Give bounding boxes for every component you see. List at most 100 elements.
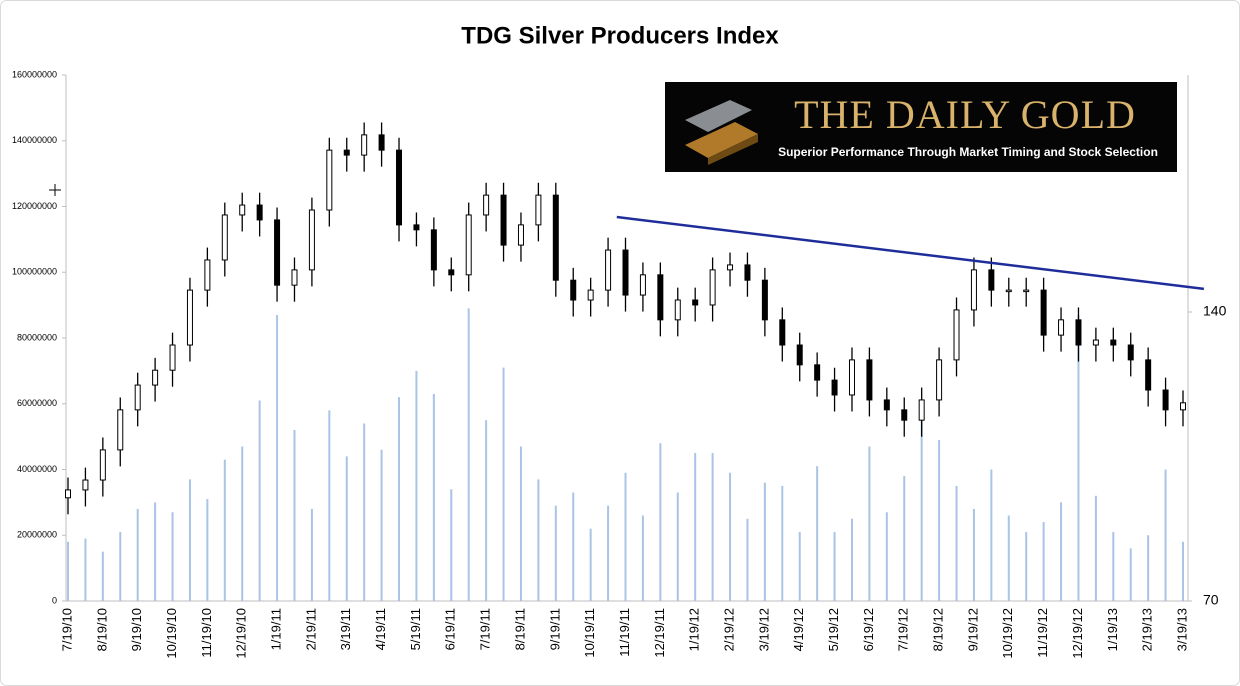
candle-body <box>326 149 333 211</box>
volume-bar <box>1147 535 1150 601</box>
candle-body <box>99 449 106 481</box>
logo-tagline: Superior Performance Through Market Timi… <box>778 145 1158 159</box>
candle-body <box>1092 339 1099 346</box>
candle-body <box>1005 289 1012 293</box>
volume-bar <box>154 502 157 601</box>
volume-bar <box>1077 314 1080 601</box>
y-tick-label: 20000000 <box>17 530 57 540</box>
volume-bar <box>258 400 261 601</box>
volume-bar <box>101 551 104 601</box>
volume-bar <box>554 505 557 601</box>
volume-bar <box>485 420 488 601</box>
candle-body <box>221 214 228 261</box>
candle-body <box>308 209 315 271</box>
x-tick-label: 10/19/12 <box>1000 608 1015 659</box>
volume-bar <box>206 499 209 601</box>
candle-body <box>1127 344 1134 361</box>
volume-bar <box>746 518 749 601</box>
volume-bar <box>415 370 418 601</box>
volume-bar <box>467 308 470 601</box>
volume-bar <box>1164 469 1167 601</box>
volume-bar <box>1182 541 1184 601</box>
volume-bar <box>885 512 888 601</box>
candle-body <box>988 269 995 291</box>
candle-body <box>552 194 559 281</box>
candle-body <box>779 319 786 346</box>
x-tick-label: 10/19/11 <box>582 608 597 658</box>
x-tick-label: 4/19/11 <box>373 608 388 650</box>
x-tick-label: 11/19/11 <box>617 608 632 657</box>
y-tick-label: 140000000 <box>12 135 57 145</box>
x-tick-label: 5/19/12 <box>826 608 841 651</box>
volume-bar <box>607 505 610 601</box>
candle-body <box>204 259 211 291</box>
volume-bar <box>502 367 505 601</box>
volume-bar <box>328 410 331 601</box>
logo: THE DAILY GOLD Superior Performance Thro… <box>665 82 1177 172</box>
volume-bar <box>938 439 941 601</box>
candle-body <box>692 299 699 306</box>
x-tick-label: 2/19/11 <box>303 608 318 650</box>
x-tick-label: 12/19/12 <box>1070 608 1085 659</box>
candle-body <box>587 289 594 301</box>
candle-body <box>500 194 507 246</box>
candle-body <box>970 269 977 311</box>
candle-body <box>378 134 385 151</box>
candle-body <box>796 344 803 366</box>
candle-body <box>274 219 281 286</box>
candle-body <box>239 204 246 216</box>
candle-body <box>709 269 716 306</box>
candle-body <box>483 194 490 216</box>
volume-bar <box>572 492 575 601</box>
x-tick-label: 1/19/13 <box>1105 608 1120 651</box>
candle-body <box>186 289 193 346</box>
volume-bar <box>624 472 627 601</box>
y-tick-label: 80000000 <box>17 332 57 342</box>
x-tick-label: 9/19/11 <box>547 608 562 650</box>
x-tick-label: 3/19/12 <box>756 608 771 651</box>
volume-bar <box>1129 548 1132 601</box>
volume-bar <box>711 453 714 601</box>
x-tick-label: 8/19/10 <box>94 608 109 651</box>
candle-body <box>1075 319 1082 346</box>
logo-gold-bar <box>685 122 758 158</box>
candle-body <box>605 249 612 291</box>
logo-title: THE DAILY GOLD <box>794 92 1136 137</box>
x-tick-label: 11/19/12 <box>1035 608 1050 658</box>
logo-background <box>665 82 1177 172</box>
volume-bar <box>84 538 87 601</box>
volume-bar <box>119 531 122 601</box>
volume-bar <box>1060 502 1063 601</box>
candle-body <box>918 399 925 421</box>
x-tick-label: 9/19/10 <box>129 608 144 651</box>
volume-bar <box>519 446 522 601</box>
x-tick-label: 3/19/11 <box>338 608 353 650</box>
volume-bar <box>432 393 435 601</box>
volume-bar <box>188 479 191 601</box>
volume-bar <box>380 449 383 601</box>
chart-title: TDG Silver Producers Index <box>461 22 779 49</box>
candle-body <box>570 279 577 301</box>
candle-body <box>936 359 943 401</box>
volume-bar <box>729 472 732 601</box>
volume-bar <box>537 479 540 601</box>
y-tick-label: 60000000 <box>17 398 57 408</box>
candle-body <box>831 379 838 396</box>
candle-body <box>291 269 298 286</box>
candle-body <box>744 264 751 281</box>
volume-bar <box>363 423 366 601</box>
volume-bar <box>868 446 871 601</box>
volume-bar <box>136 508 139 601</box>
candle-body <box>361 134 368 156</box>
y2-tick-label: 70 <box>1203 592 1219 608</box>
volume-bar <box>1042 522 1045 601</box>
cursor <box>49 184 61 196</box>
y-tick-label: 120000000 <box>12 201 57 211</box>
x-tick-label: 12/19/11 <box>652 608 667 658</box>
candle-body <box>152 369 159 386</box>
volume-bar <box>641 515 644 601</box>
x-tick-label: 8/19/12 <box>931 608 946 651</box>
x-tick-label: 7/19/10 <box>59 608 74 651</box>
volume-bar <box>241 446 244 601</box>
